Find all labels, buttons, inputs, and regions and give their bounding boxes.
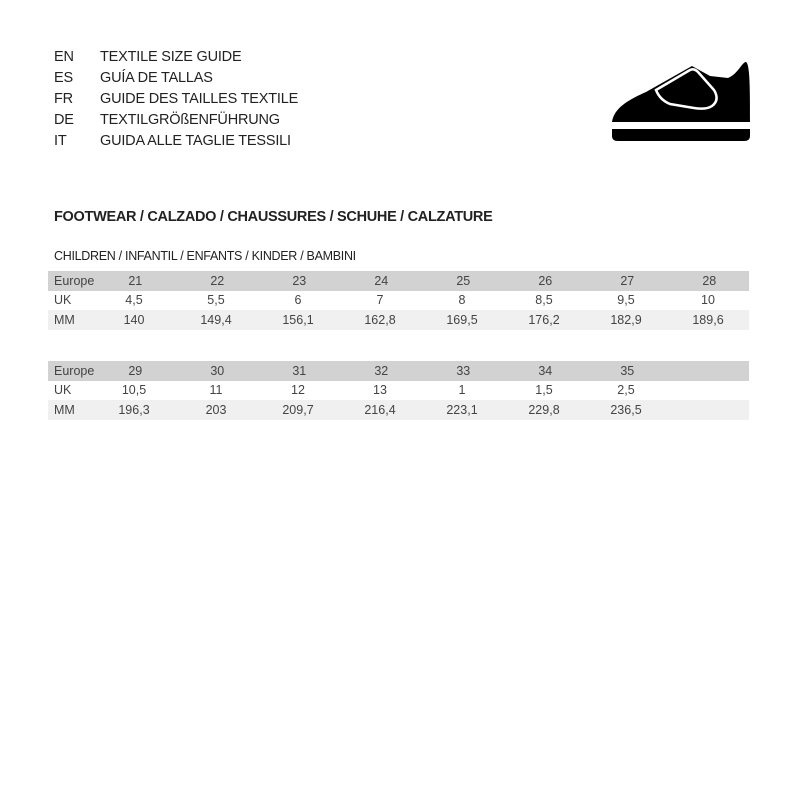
table-cell: 34 (538, 363, 553, 378)
table-cell: 189,6 (692, 312, 724, 327)
table-cell: 162,8 (364, 312, 396, 327)
table-cell: 176,2 (528, 312, 560, 327)
table-cell: 10,5 (121, 383, 147, 398)
row-label: UK (54, 293, 72, 308)
language-code: IT (54, 133, 67, 149)
table-cell: 5,5 (207, 293, 225, 308)
table-row: Europe 21 22 23 24 25 26 27 28 (48, 271, 749, 291)
size-table-1: Europe 21 22 23 24 25 26 27 28 UK 4,5 5,5 6 7 8 8,5 9,5 1… (48, 271, 749, 330)
table-cell: 28 (702, 273, 717, 288)
table-cell: 4,5 (125, 293, 143, 308)
table-cell: 25 (456, 273, 471, 288)
table-cell: 169,5 (446, 312, 478, 327)
table-cell: 32 (374, 363, 389, 378)
table-cell: 1,5 (535, 383, 553, 398)
table-cell: 35 (620, 363, 635, 378)
table-row: MM 140 149,4 156,1 162,8 169,5 176,2 182,9 189,6 (48, 310, 749, 330)
section-title: FOOTWEAR / CALZADO / CHAUSSURES / SCHUHE… (54, 209, 493, 225)
language-title: GUÍA DE TALLAS (100, 70, 213, 86)
language-row: ES GUÍA DE TALLAS (54, 68, 298, 89)
table-cell: 31 (292, 363, 307, 378)
language-title: TEXTILGRÖßENFÜHRUNG (100, 112, 280, 128)
table-cell: 229,8 (528, 402, 560, 417)
language-title: GUIDA ALLE TAGLIE TESSILI (100, 133, 291, 149)
table-cell: 10 (701, 293, 715, 308)
table-cell: 33 (456, 363, 471, 378)
table-cell: 12 (291, 383, 305, 398)
table-cell: 22 (210, 273, 225, 288)
table-cell: 182,9 (610, 312, 642, 327)
language-code: DE (54, 112, 74, 128)
row-label: MM (54, 402, 75, 417)
table-cell: 216,4 (364, 402, 396, 417)
language-row: FR GUIDE DES TAILLES TEXTILE (54, 89, 298, 110)
table-cell: 236,5 (610, 402, 642, 417)
table-cell: 26 (538, 273, 553, 288)
row-label: Europe (54, 363, 95, 378)
language-row: DE TEXTILGRÖßENFÜHRUNG (54, 110, 298, 131)
language-code: ES (54, 70, 73, 86)
table-cell: 8,5 (535, 293, 553, 308)
table-cell: 1 (458, 383, 466, 398)
table-row: UK 10,5 11 12 13 1 1,5 2,5 (48, 381, 749, 401)
table-cell: 11 (209, 383, 223, 398)
table-cell: 209,7 (282, 402, 314, 417)
table-cell: 2,5 (617, 383, 635, 398)
table-cell: 21 (128, 273, 143, 288)
table-row: Europe 29 30 31 32 33 34 35 (48, 361, 749, 381)
table-cell: 8 (458, 293, 466, 308)
table-cell: 6 (294, 293, 302, 308)
table-row: UK 4,5 5,5 6 7 8 8,5 9,5 10 (48, 291, 749, 311)
language-row: IT GUIDA ALLE TAGLIE TESSILI (54, 131, 298, 152)
sub-title: CHILDREN / INFANTIL / ENFANTS / KINDER /… (54, 249, 356, 263)
table-cell: 7 (376, 293, 384, 308)
language-code: FR (54, 91, 73, 107)
language-code: EN (54, 49, 74, 65)
table-cell: 29 (128, 363, 143, 378)
table-cell: 140 (123, 312, 145, 327)
table-cell: 196,3 (118, 402, 150, 417)
table-cell: 156,1 (282, 312, 314, 327)
language-title: GUIDE DES TAILLES TEXTILE (100, 91, 299, 107)
table-cell: 30 (210, 363, 225, 378)
table-cell: 9,5 (617, 293, 635, 308)
shoe-icon (612, 62, 750, 141)
language-title: TEXTILE SIZE GUIDE (100, 49, 242, 65)
language-titles: EN TEXTILE SIZE GUIDE ES GUÍA DE TALLAS FR GU… (54, 47, 298, 152)
row-label: MM (54, 312, 75, 327)
table-cell: 223,1 (446, 402, 478, 417)
table-row: MM 196,3 203 209,7 216,4 223,1 229,8 236,5 (48, 400, 749, 420)
table-cell: 24 (374, 273, 389, 288)
language-row: EN TEXTILE SIZE GUIDE (54, 47, 298, 68)
table-cell: 27 (620, 273, 635, 288)
table-cell: 149,4 (200, 312, 232, 327)
size-table-2: Europe 29 30 31 32 33 34 35 UK 10,5 11 12 13 1 1,5 2,5 M… (48, 361, 749, 420)
row-label: UK (54, 383, 72, 398)
table-cell: 13 (373, 383, 387, 398)
row-label: Europe (54, 273, 95, 288)
table-cell: 23 (292, 273, 307, 288)
table-cell: 203 (205, 402, 227, 417)
